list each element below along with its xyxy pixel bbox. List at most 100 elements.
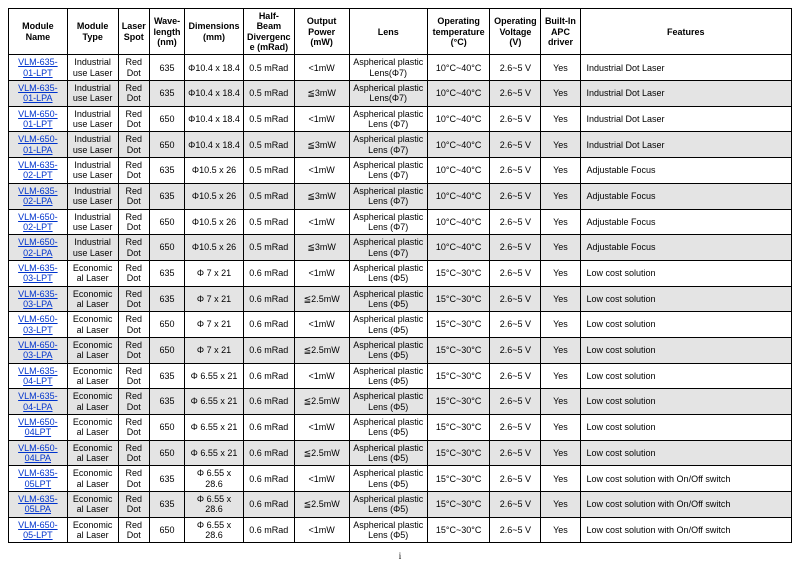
module-name-cell[interactable]: VLM-635-03-LPA — [9, 286, 68, 312]
module-link[interactable]: VLM-650-02-LPT — [18, 212, 58, 232]
module-link[interactable]: VLM-635-04-LPA — [18, 391, 58, 411]
features-cell: Low cost solution — [580, 260, 791, 286]
features-cell: Low cost solution — [580, 312, 791, 338]
lens-cell: Aspherical plastic Lens(Φ7) — [349, 81, 427, 107]
module-link[interactable]: VLM-635-03-LPT — [18, 263, 58, 283]
module-link[interactable]: VLM-635-01-LPT — [18, 57, 58, 77]
col-header: Built-In APC driver — [541, 9, 580, 55]
table-row: VLM-635-03-LPAEconomical LaserRed Dot635… — [9, 286, 792, 312]
volt-cell: 2.6~5 V — [490, 337, 541, 363]
module-link[interactable]: VLM-650-04LPA — [18, 443, 58, 463]
module-link[interactable]: VLM-635-02-LPA — [18, 186, 58, 206]
wave-cell: 635 — [149, 286, 184, 312]
module-name-cell[interactable]: VLM-650-03-LPT — [9, 312, 68, 338]
pow-cell: <1mW — [294, 466, 349, 492]
module-link[interactable]: VLM-635-03-LPA — [18, 289, 58, 309]
apc-cell: Yes — [541, 81, 580, 107]
module-name-cell[interactable]: VLM-635-01-LPT — [9, 55, 68, 81]
dim-cell: Φ 7 x 21 — [185, 337, 244, 363]
type-cell: Economical Laser — [67, 286, 118, 312]
wave-cell: 635 — [149, 466, 184, 492]
module-name-cell[interactable]: VLM-635-01-LPA — [9, 81, 68, 107]
spot-cell: Red Dot — [118, 55, 149, 81]
type-cell: Economical Laser — [67, 389, 118, 415]
table-row: VLM-635-01-LPAIndustrial use LaserRed Do… — [9, 81, 792, 107]
table-row: VLM-635-05LPTEconomical LaserRed Dot635Φ… — [9, 466, 792, 492]
div-cell: 0.6 mRad — [243, 440, 294, 466]
module-link[interactable]: VLM-635-04-LPT — [18, 366, 58, 386]
table-row: VLM-635-04-LPTEconomical LaserRed Dot635… — [9, 363, 792, 389]
features-cell: Industrial Dot Laser — [580, 81, 791, 107]
module-name-cell[interactable]: VLM-650-01-LPA — [9, 132, 68, 158]
module-link[interactable]: VLM-650-03-LPT — [18, 314, 58, 334]
module-name-cell[interactable]: VLM-650-03-LPA — [9, 337, 68, 363]
table-row: VLM-650-04LPAEconomical LaserRed Dot650Φ… — [9, 440, 792, 466]
module-link[interactable]: VLM-650-04LPT — [18, 417, 58, 437]
features-cell: Low cost solution with On/Off switch — [580, 466, 791, 492]
spot-cell: Red Dot — [118, 337, 149, 363]
lens-cell: Aspherical plastic Lens (Φ5) — [349, 286, 427, 312]
module-name-cell[interactable]: VLM-650-02-LPT — [9, 209, 68, 235]
div-cell: 0.5 mRad — [243, 81, 294, 107]
module-name-cell[interactable]: VLM-635-05LPA — [9, 492, 68, 518]
module-link[interactable]: VLM-635-01-LPA — [18, 83, 58, 103]
wave-cell: 650 — [149, 312, 184, 338]
volt-cell: 2.6~5 V — [490, 363, 541, 389]
module-link[interactable]: VLM-635-02-LPT — [18, 160, 58, 180]
type-cell: Industrial use Laser — [67, 158, 118, 184]
temp-cell: 15°C~30°C — [427, 492, 490, 518]
col-header: Features — [580, 9, 791, 55]
pow-cell: <1mW — [294, 209, 349, 235]
module-link[interactable]: VLM-635-05LPA — [18, 494, 58, 514]
div-cell: 0.5 mRad — [243, 183, 294, 209]
wave-cell: 635 — [149, 492, 184, 518]
pow-cell: <1mW — [294, 363, 349, 389]
div-cell: 0.6 mRad — [243, 389, 294, 415]
pow-cell: ≦3mW — [294, 132, 349, 158]
module-name-cell[interactable]: VLM-635-04-LPT — [9, 363, 68, 389]
module-link[interactable]: VLM-650-01-LPT — [18, 109, 58, 129]
module-name-cell[interactable]: VLM-635-04-LPA — [9, 389, 68, 415]
spot-cell: Red Dot — [118, 492, 149, 518]
volt-cell: 2.6~5 V — [490, 260, 541, 286]
lens-cell: Aspherical plastic Lens (Φ5) — [349, 440, 427, 466]
volt-cell: 2.6~5 V — [490, 183, 541, 209]
module-name-cell[interactable]: VLM-650-05-LPT — [9, 517, 68, 543]
features-cell: Low cost solution — [580, 286, 791, 312]
module-name-cell[interactable]: VLM-635-02-LPT — [9, 158, 68, 184]
type-cell: Industrial use Laser — [67, 55, 118, 81]
module-name-cell[interactable]: VLM-650-04LPT — [9, 415, 68, 441]
module-name-cell[interactable]: VLM-650-04LPA — [9, 440, 68, 466]
module-name-cell[interactable]: VLM-635-05LPT — [9, 466, 68, 492]
features-cell: Low cost solution — [580, 440, 791, 466]
module-name-cell[interactable]: VLM-635-03-LPT — [9, 260, 68, 286]
module-name-cell[interactable]: VLM-650-02-LPA — [9, 235, 68, 261]
wave-cell: 650 — [149, 440, 184, 466]
apc-cell: Yes — [541, 312, 580, 338]
wave-cell: 650 — [149, 132, 184, 158]
wave-cell: 650 — [149, 209, 184, 235]
module-link[interactable]: VLM-650-02-LPA — [18, 237, 58, 257]
module-link[interactable]: VLM-650-01-LPA — [18, 134, 58, 154]
div-cell: 0.6 mRad — [243, 466, 294, 492]
temp-cell: 10°C~40°C — [427, 106, 490, 132]
features-cell: Low cost solution with On/Off switch — [580, 517, 791, 543]
table-header-row: Module NameModule TypeLaser SpotWave-len… — [9, 9, 792, 55]
spot-cell: Red Dot — [118, 363, 149, 389]
module-link[interactable]: VLM-650-03-LPA — [18, 340, 58, 360]
module-name-cell[interactable]: VLM-650-01-LPT — [9, 106, 68, 132]
dim-cell: Φ10.5 x 26 — [185, 158, 244, 184]
apc-cell: Yes — [541, 260, 580, 286]
pow-cell: ≦2.5mW — [294, 286, 349, 312]
temp-cell: 10°C~40°C — [427, 209, 490, 235]
temp-cell: 10°C~40°C — [427, 55, 490, 81]
features-cell: Industrial Dot Laser — [580, 55, 791, 81]
wave-cell: 650 — [149, 106, 184, 132]
features-cell: Adjustable Focus — [580, 235, 791, 261]
dim-cell: Φ10.4 x 18.4 — [185, 81, 244, 107]
table-row: VLM-650-04LPTEconomical LaserRed Dot650Φ… — [9, 415, 792, 441]
spot-cell: Red Dot — [118, 158, 149, 184]
module-name-cell[interactable]: VLM-635-02-LPA — [9, 183, 68, 209]
module-link[interactable]: VLM-650-05-LPT — [18, 520, 58, 540]
module-link[interactable]: VLM-635-05LPT — [18, 468, 58, 488]
